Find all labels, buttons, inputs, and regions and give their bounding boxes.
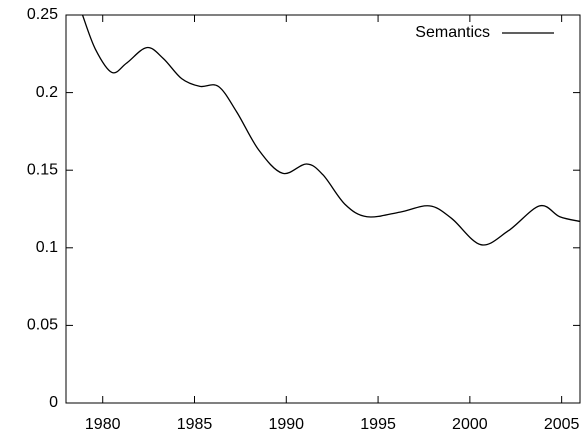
x-tick-label: 1980 xyxy=(85,416,121,433)
x-tick-label: 1985 xyxy=(177,416,213,433)
series-line xyxy=(81,15,580,246)
plot-frame xyxy=(65,14,581,404)
legend-label: Semantics xyxy=(415,24,490,41)
y-tick-label: 0 xyxy=(49,394,58,411)
x-tick-label: 2005 xyxy=(544,416,580,433)
y-tick-label: 0.1 xyxy=(36,239,58,256)
x-tick-label: 2000 xyxy=(452,416,488,433)
x-tick-label: 1995 xyxy=(360,416,396,433)
y-tick-label: 0.2 xyxy=(36,84,58,101)
y-tick-label: 0.25 xyxy=(27,6,58,23)
y-tick-label: 0.15 xyxy=(27,161,58,178)
y-tick-label: 0.05 xyxy=(27,317,58,334)
x-tick-label: 1990 xyxy=(268,416,304,433)
